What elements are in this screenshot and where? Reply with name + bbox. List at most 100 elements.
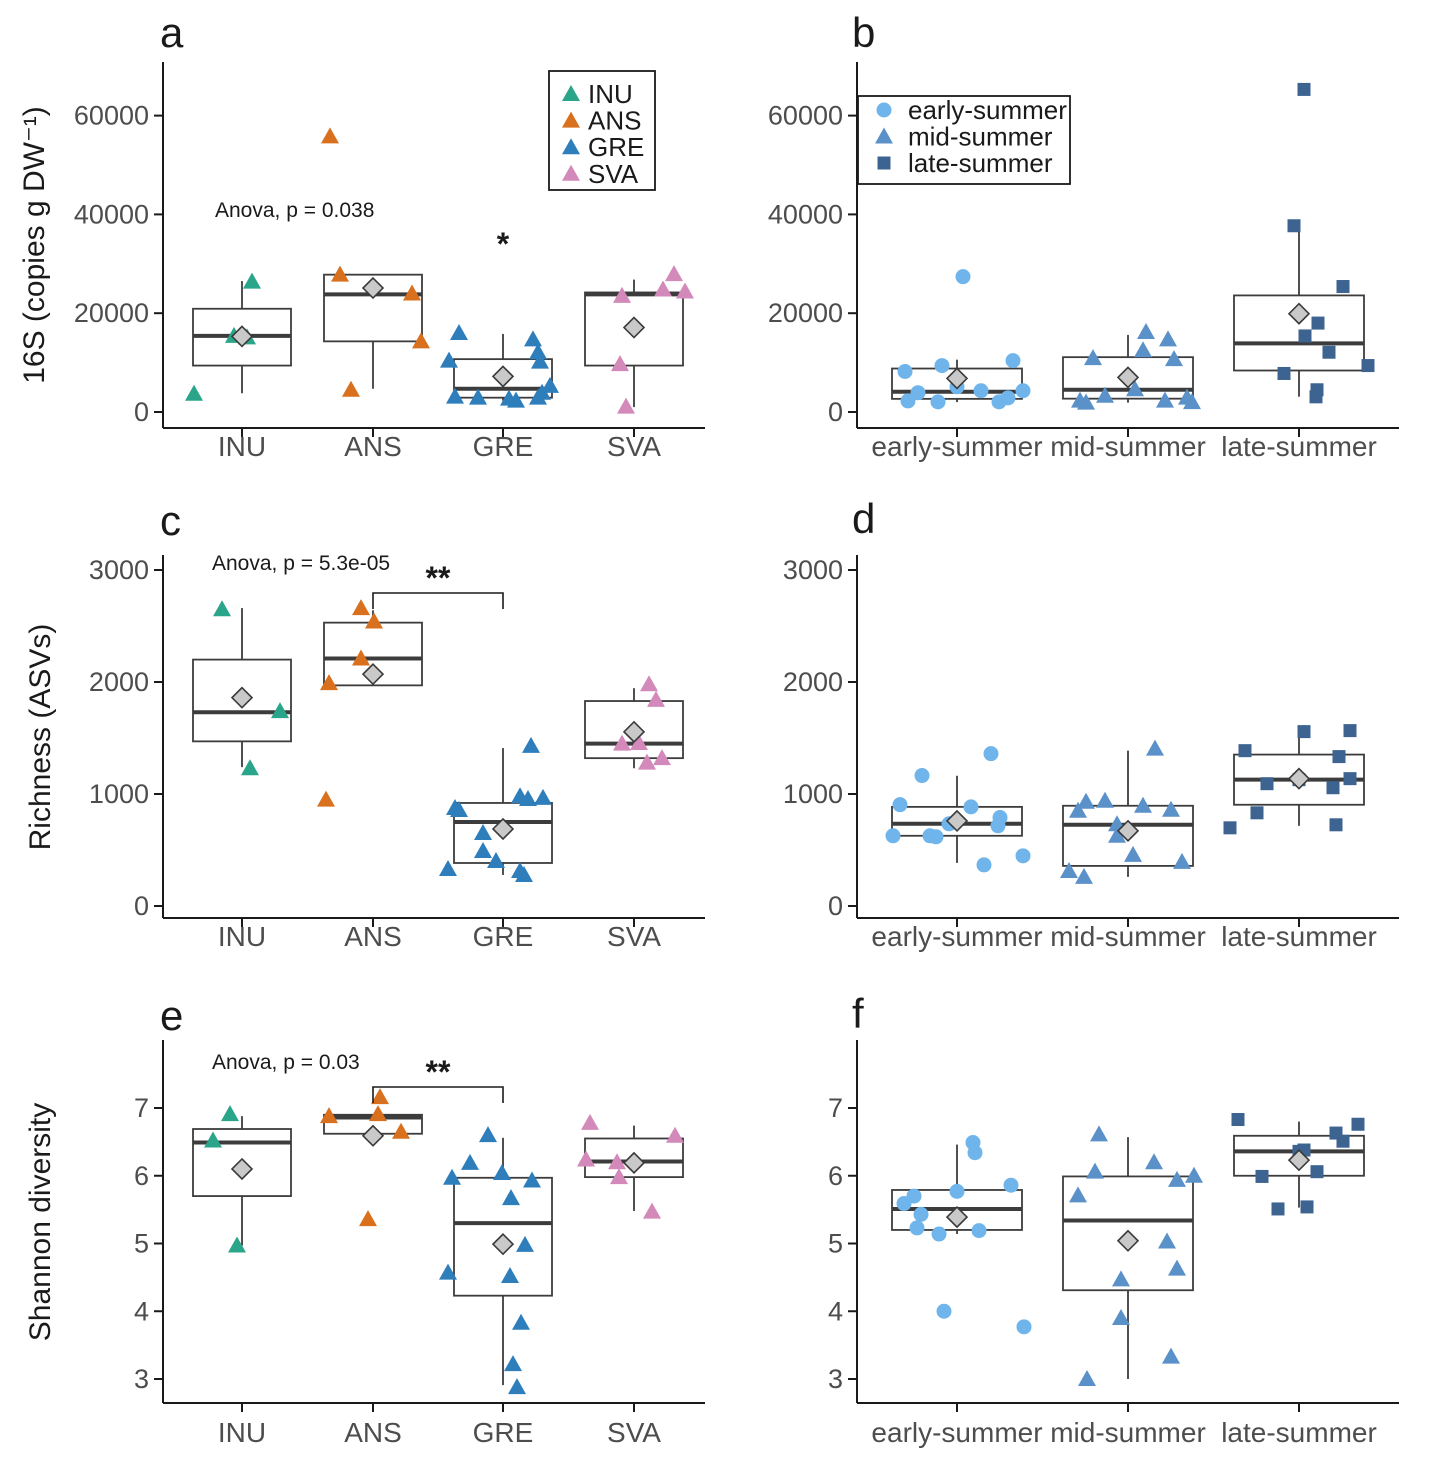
data-point <box>474 842 492 859</box>
mean-diamond <box>622 720 646 743</box>
jitter-points <box>611 265 694 414</box>
triangle-legend-icon <box>875 127 893 144</box>
boxplot-late-summer <box>1231 1113 1365 1216</box>
data-point <box>1297 725 1311 739</box>
x-tick-label: late-summer <box>1221 1417 1377 1448</box>
panel-letter: e <box>160 992 183 1039</box>
data-point <box>1112 1309 1130 1326</box>
mean-diamond <box>491 365 515 388</box>
data-point <box>412 332 430 349</box>
data-point <box>392 1122 410 1139</box>
boxplot-late-summer <box>1233 82 1375 404</box>
boxplot-GRE <box>439 1126 553 1395</box>
y-tick-label: 0 <box>134 397 149 427</box>
y-tick-label: 40000 <box>74 199 149 229</box>
data-point <box>885 828 901 844</box>
data-point <box>1343 772 1357 786</box>
data-point <box>474 823 492 840</box>
data-point <box>936 1303 952 1319</box>
data-point <box>469 388 487 405</box>
mean-diamond <box>1116 1229 1140 1252</box>
mean-diamond <box>1287 302 1311 325</box>
data-point <box>955 269 971 285</box>
data-point <box>1015 848 1031 864</box>
data-point <box>446 387 464 404</box>
data-point <box>228 1236 246 1253</box>
data-point <box>909 1220 925 1236</box>
mean-diamond <box>230 686 254 709</box>
data-point <box>1351 1117 1365 1131</box>
x-tick-label: mid-summer <box>1050 921 1206 952</box>
data-point <box>1078 1370 1096 1386</box>
data-point <box>1298 329 1312 343</box>
jitter-points <box>439 1126 541 1395</box>
data-point <box>990 818 1006 834</box>
x-tick-label: ANS <box>344 431 402 462</box>
data-point <box>213 600 231 617</box>
data-point <box>443 1168 461 1185</box>
data-point <box>930 394 946 410</box>
triangle-legend-icon <box>562 85 580 101</box>
panel-c: 0 1000 2000 3000 INU ANS GRE SVA Anova, p = 5.3e… <box>24 497 705 952</box>
mean-diamond <box>1116 819 1140 842</box>
mean-diamond <box>945 1205 969 1229</box>
y-tick-label: 4 <box>134 1296 149 1326</box>
data-point <box>1137 322 1155 339</box>
jitter-points <box>213 600 289 776</box>
y-tick-label: 1000 <box>89 779 149 809</box>
data-point <box>529 343 547 360</box>
boxplot-GRE <box>439 736 553 882</box>
data-point <box>1162 800 1180 817</box>
data-point <box>1159 330 1177 347</box>
data-point <box>271 702 289 719</box>
x-tick-label: early-summer <box>871 1417 1042 1448</box>
x-tick-label: GRE <box>473 1417 534 1448</box>
triangle-legend-icon <box>562 138 580 155</box>
data-point <box>1329 818 1343 832</box>
data-point <box>450 323 468 340</box>
data-point <box>973 383 989 399</box>
data-point <box>1145 1153 1163 1170</box>
x-tick-label: early-summer <box>871 921 1042 952</box>
boxplot-late-summer <box>1223 724 1365 835</box>
x-tick-label: early-summer <box>871 431 1042 462</box>
data-point <box>1300 1200 1314 1214</box>
panel-letter: d <box>852 495 875 542</box>
data-point <box>1134 796 1152 813</box>
mean-diamond <box>622 1151 646 1175</box>
data-point <box>1084 349 1102 366</box>
data-point <box>487 851 505 868</box>
x-tick-label: ANS <box>344 921 402 952</box>
data-point <box>897 363 913 379</box>
data-point <box>665 265 683 282</box>
data-point <box>371 1088 389 1105</box>
data-point <box>1185 1166 1203 1183</box>
panel-letter: c <box>160 497 181 544</box>
triangle-legend-icon <box>562 164 580 181</box>
legend-box <box>548 70 656 191</box>
y-tick-label: 7 <box>828 1093 843 1123</box>
data-point <box>241 759 259 776</box>
data-point <box>439 1263 457 1280</box>
data-point <box>896 1196 912 1212</box>
significance-stars: ** <box>426 560 451 596</box>
y-tick-label: 2000 <box>783 667 843 697</box>
data-point <box>1311 316 1325 330</box>
data-point <box>983 746 999 762</box>
data-point <box>1126 380 1144 397</box>
mean-diamond <box>361 663 385 686</box>
jitter-points <box>1071 322 1201 410</box>
y-tick-label: 5 <box>134 1229 149 1259</box>
data-point <box>967 1145 983 1161</box>
anova-label: Anova, p = 0.038 <box>215 199 374 222</box>
y-tick-label: 1000 <box>783 779 843 809</box>
x-tick-label: GRE <box>473 431 534 462</box>
data-point <box>1271 1202 1285 1216</box>
panel-letter: f <box>852 990 864 1037</box>
x-tick-label: SVA <box>607 921 661 952</box>
data-point <box>1168 1170 1186 1187</box>
data-point <box>1015 383 1031 399</box>
data-point <box>1255 1169 1269 1183</box>
data-point <box>1322 345 1336 359</box>
data-point <box>529 388 547 405</box>
